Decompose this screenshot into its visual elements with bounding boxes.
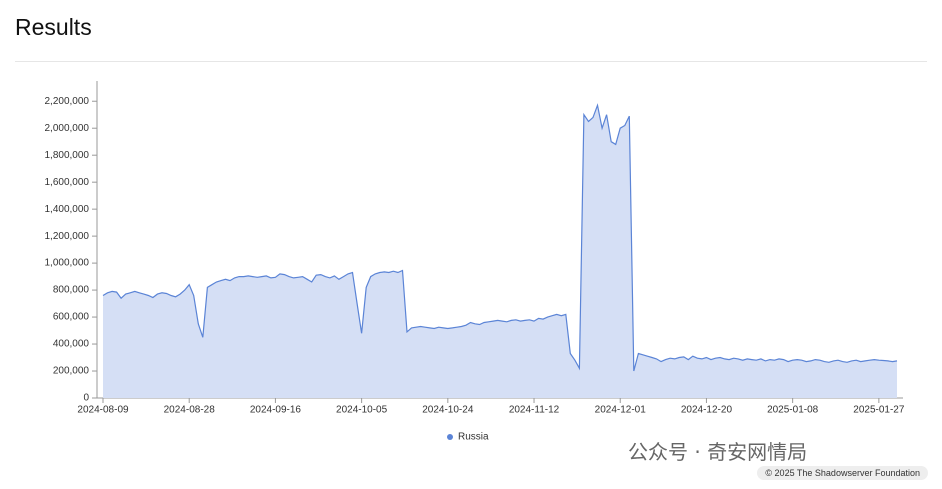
x-tick-label: 2024-10-05 (336, 405, 388, 416)
legend-marker (447, 434, 453, 440)
page-title: Results (15, 14, 92, 40)
x-tick-label: 2024-10-24 (422, 405, 474, 416)
x-tick-label: 2025-01-27 (853, 405, 905, 416)
x-tick-label: 2025-01-08 (767, 405, 819, 416)
y-tick-label: 600,000 (53, 312, 90, 323)
divider (15, 61, 927, 62)
y-tick-label: 1,600,000 (45, 177, 90, 188)
y-tick-label: 1,200,000 (45, 231, 90, 242)
watermark: 公众号 · 奇安网情局 (628, 440, 808, 464)
x-tick-label: 2024-09-16 (250, 405, 302, 416)
x-tick-label: 2024-11-12 (509, 405, 560, 416)
y-tick-label: 200,000 (53, 366, 90, 377)
y-tick-label: 800,000 (53, 285, 90, 296)
credit: © 2025 The Shadowserver Foundation (757, 466, 928, 480)
x-tick-label: 2024-08-09 (77, 405, 129, 416)
x-tick-label: 2024-12-01 (595, 405, 647, 416)
y-tick-label: 2,200,000 (45, 96, 90, 107)
y-tick-label: 400,000 (53, 339, 90, 350)
area-fill (103, 105, 897, 399)
y-tick-label: 1,000,000 (45, 258, 90, 269)
x-tick-label: 2024-08-28 (164, 405, 216, 416)
y-tick-label: 1,400,000 (45, 204, 90, 215)
y-tick-label: 0 (83, 393, 89, 404)
y-tick-label: 1,800,000 (45, 150, 90, 161)
area-line (102, 103, 898, 372)
x-tick-label: 2024-12-20 (681, 405, 733, 416)
y-tick-label: 2,000,000 (45, 123, 90, 134)
legend-label: Russia (458, 432, 489, 443)
